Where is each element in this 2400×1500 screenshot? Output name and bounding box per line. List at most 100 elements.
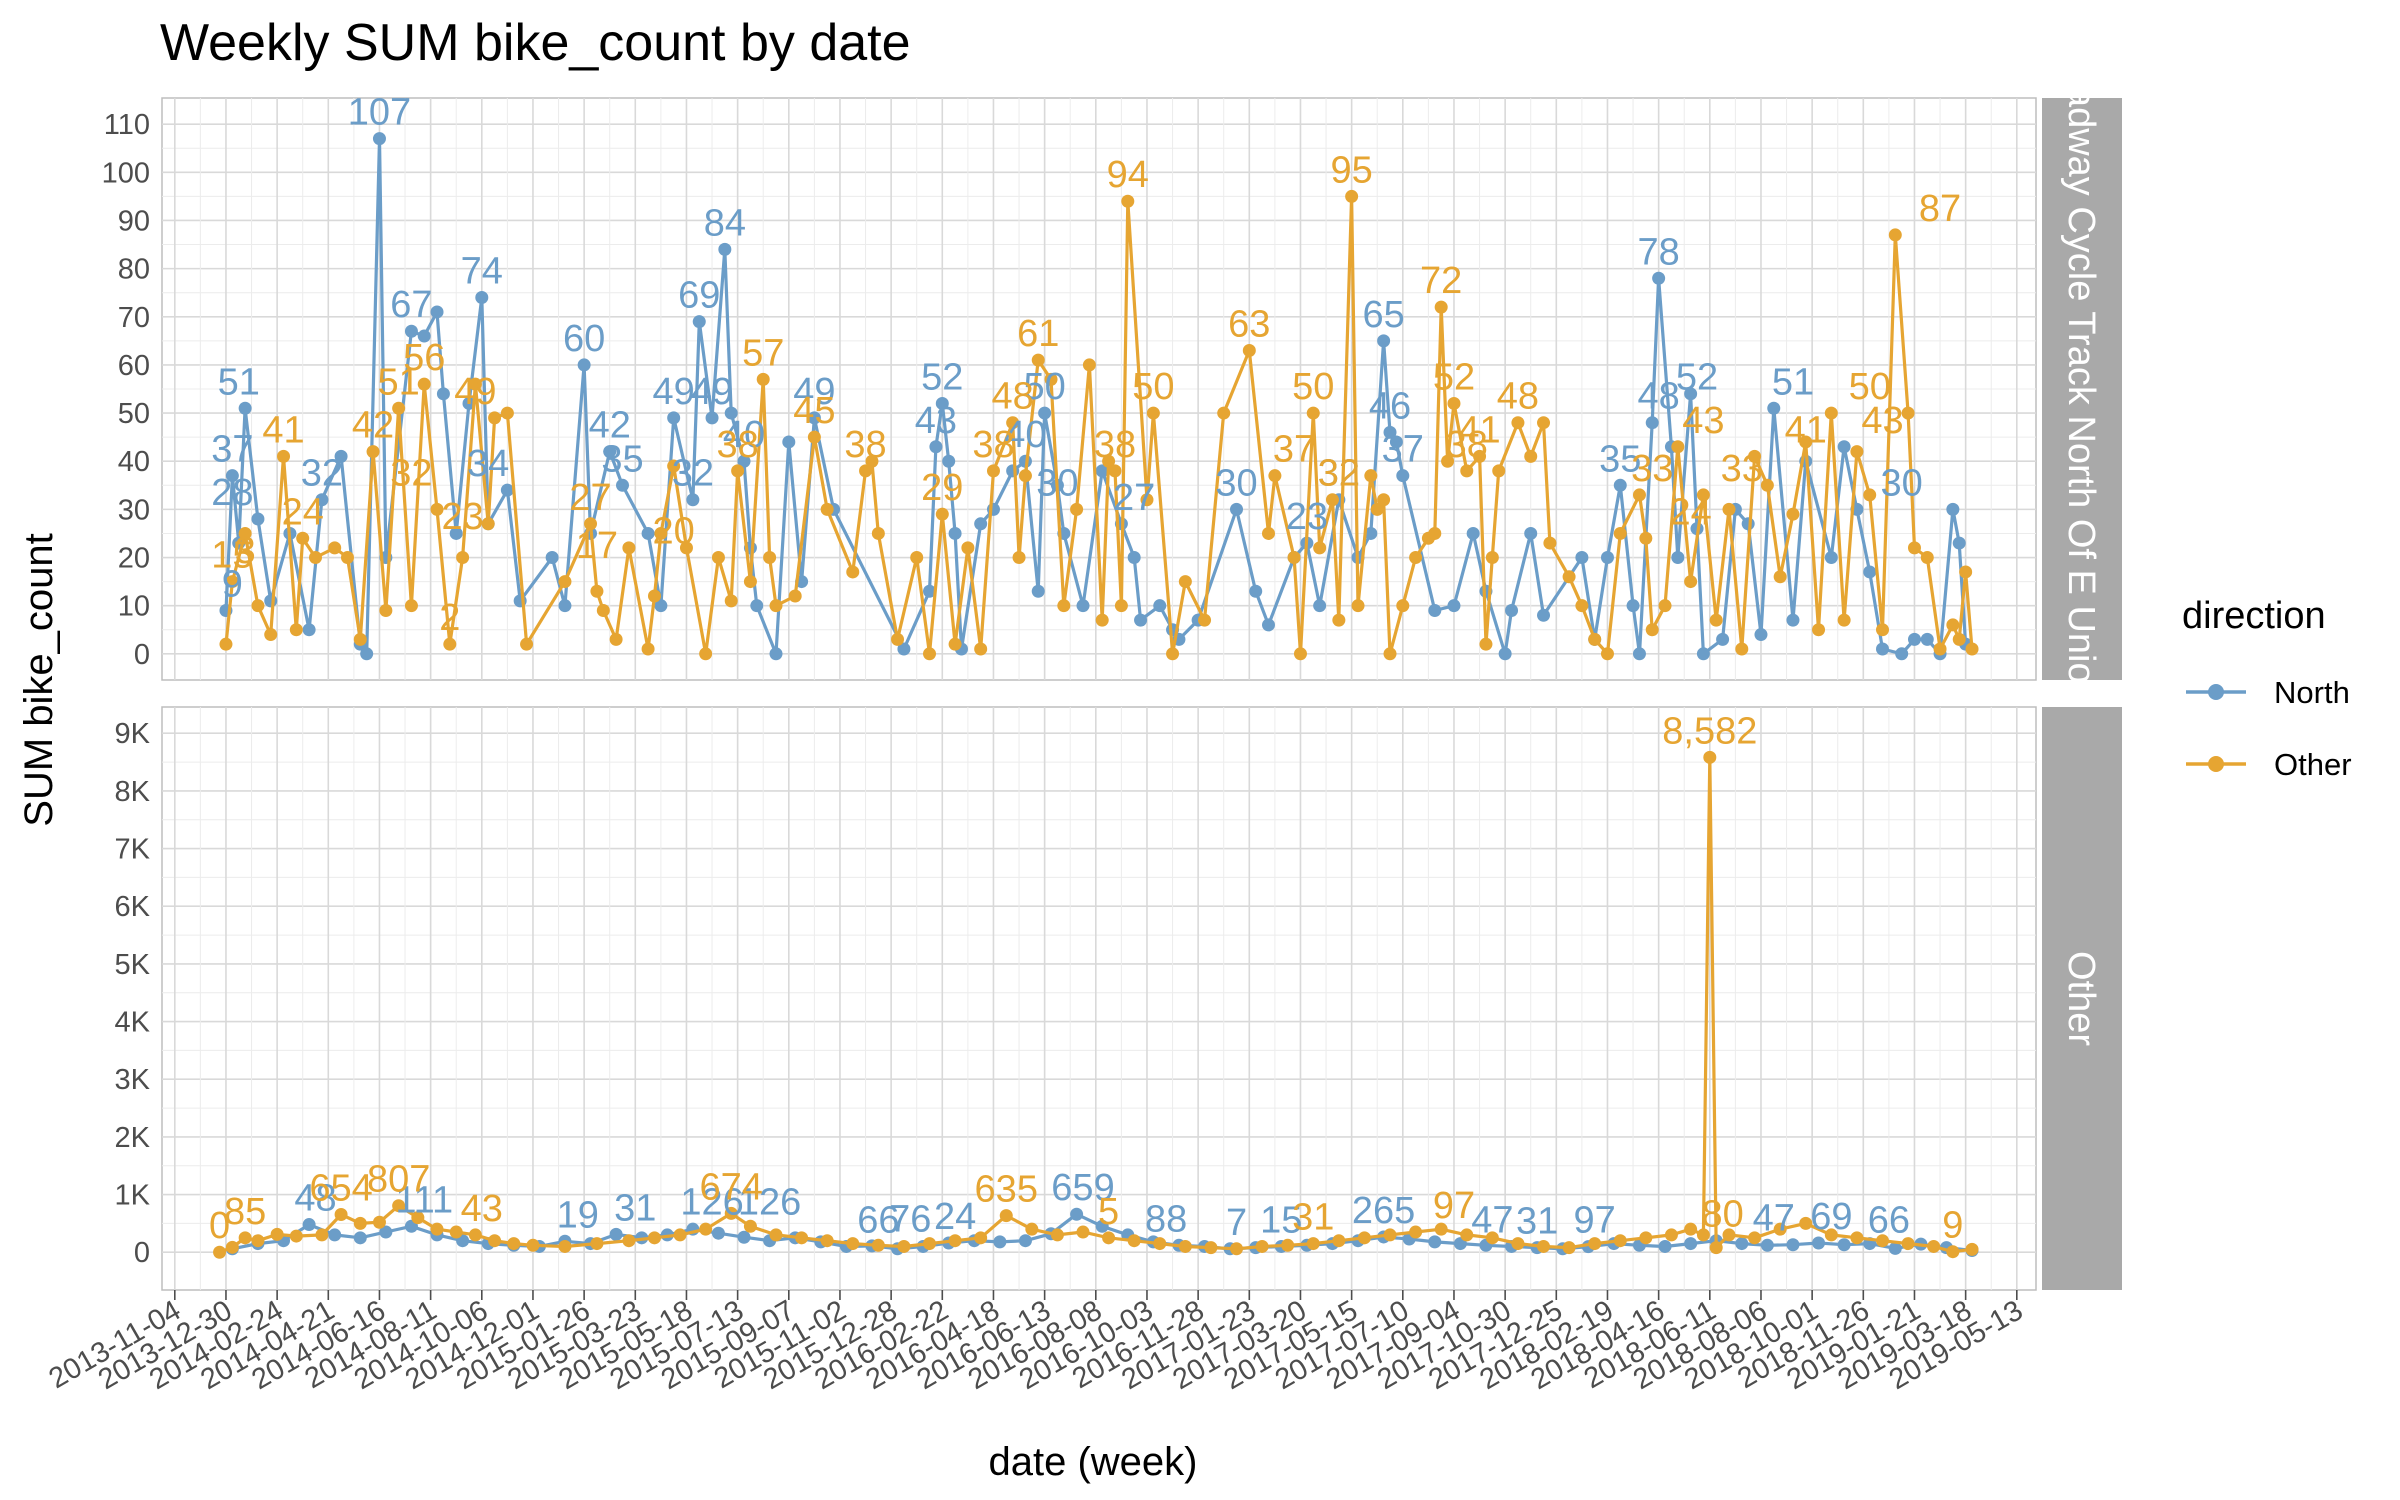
data-point	[807, 411, 821, 425]
data-point	[993, 1235, 1007, 1249]
data-point	[1178, 575, 1192, 589]
data-label: 57	[742, 332, 784, 374]
data-point	[724, 594, 738, 608]
data-point	[1095, 1219, 1109, 1233]
data-label: 30	[1881, 462, 1923, 504]
data-point	[309, 551, 323, 565]
legend-label: North	[2274, 675, 2350, 710]
data-point	[520, 637, 534, 651]
y-axis-title: SUM bike_count	[17, 533, 61, 826]
data-point	[238, 1231, 252, 1245]
data-point	[1760, 1238, 1774, 1252]
data-point	[859, 464, 873, 478]
data-point	[1824, 551, 1838, 565]
data-point	[353, 1216, 367, 1230]
data-point	[711, 551, 725, 565]
data-point	[411, 1211, 425, 1225]
data-point	[846, 1237, 860, 1251]
data-point	[891, 632, 905, 646]
data-point	[315, 493, 329, 507]
data-point	[225, 469, 239, 483]
data-point	[1773, 1222, 1787, 1236]
data-label: 35	[601, 438, 643, 480]
data-label: 33	[1721, 448, 1763, 490]
data-label: 23	[441, 496, 483, 538]
data-point	[238, 526, 252, 540]
data-label: 37	[211, 429, 253, 471]
data-point	[1684, 575, 1698, 589]
data-label: 63	[1228, 303, 1270, 345]
data-point	[430, 502, 444, 516]
data-point	[468, 1228, 482, 1242]
data-point	[590, 1237, 604, 1251]
data-point	[1261, 618, 1275, 632]
data-point	[1888, 1241, 1902, 1255]
data-point	[366, 445, 380, 459]
data-point	[1709, 1241, 1723, 1255]
data-label: 37	[1382, 429, 1424, 471]
data-label: 52	[1676, 356, 1718, 398]
data-point	[1562, 570, 1576, 584]
data-label: 9	[222, 563, 243, 605]
data-point	[219, 637, 233, 651]
data-point	[1313, 541, 1327, 555]
data-point	[1722, 1228, 1736, 1242]
data-point	[1050, 1228, 1064, 1242]
data-point	[1095, 464, 1109, 478]
data-label: 50	[1132, 366, 1174, 408]
data-point	[404, 324, 418, 338]
data-point	[974, 642, 988, 656]
data-point	[871, 526, 885, 540]
data-point	[1198, 613, 1212, 627]
data-point	[1824, 1228, 1838, 1242]
data-label: 47	[1753, 1198, 1795, 1240]
data-point	[558, 599, 572, 613]
data-point	[1748, 1231, 1762, 1245]
data-point	[1888, 228, 1902, 242]
data-point	[225, 1240, 239, 1254]
data-point	[1639, 531, 1653, 545]
data-point	[1006, 416, 1020, 430]
data-point	[1076, 1225, 1090, 1239]
data-point	[1031, 584, 1045, 598]
data-point	[795, 1231, 809, 1245]
legend-point-key	[2208, 684, 2224, 700]
data-point	[1261, 526, 1275, 540]
data-label: 15	[1260, 1199, 1302, 1241]
data-point	[929, 440, 943, 454]
data-point	[1907, 632, 1921, 646]
data-label: 659	[1051, 1167, 1114, 1209]
data-point	[654, 526, 668, 540]
data-label: 40	[1004, 414, 1046, 456]
data-label: 52	[1433, 356, 1475, 398]
data-label: 27	[1113, 477, 1155, 519]
data-point	[731, 464, 745, 478]
y-tick-label: 4K	[115, 1007, 151, 1039]
facet-strip	[2042, 707, 2122, 1290]
data-point	[1959, 565, 1973, 579]
data-point	[935, 507, 949, 521]
data-point	[430, 305, 444, 319]
data-point	[1895, 647, 1909, 661]
data-point	[1824, 406, 1838, 420]
legend-title: direction	[2182, 595, 2326, 637]
data-point	[340, 551, 354, 565]
data-point	[372, 132, 386, 146]
data-label: 65	[1362, 294, 1404, 336]
data-point	[1696, 488, 1710, 502]
data-point	[251, 1234, 265, 1248]
data-point	[1351, 599, 1365, 613]
data-point	[1460, 464, 1474, 478]
data-label: 97	[1433, 1185, 1475, 1227]
data-point	[1760, 478, 1774, 492]
data-label: 61	[1017, 313, 1059, 355]
data-point	[475, 291, 489, 305]
data-point	[1018, 1234, 1032, 1248]
data-point	[1434, 1222, 1448, 1236]
data-point	[1626, 599, 1640, 613]
data-point	[1645, 416, 1659, 430]
data-point	[404, 599, 418, 613]
data-point	[456, 551, 470, 565]
data-label: 35	[1599, 438, 1641, 480]
